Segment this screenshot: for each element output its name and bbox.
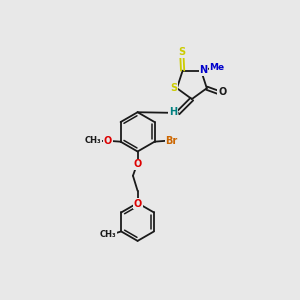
Text: Me: Me [209,63,224,72]
Text: CH₃: CH₃ [100,230,117,239]
Text: S: S [171,83,178,93]
Text: O: O [218,87,226,97]
Text: Br: Br [166,136,178,146]
Text: N: N [199,65,208,75]
Text: S: S [178,47,185,57]
Text: O: O [134,159,142,170]
Text: H: H [169,107,177,117]
Text: CH₃: CH₃ [85,136,101,146]
Text: O: O [134,199,142,209]
Text: O: O [103,136,112,146]
